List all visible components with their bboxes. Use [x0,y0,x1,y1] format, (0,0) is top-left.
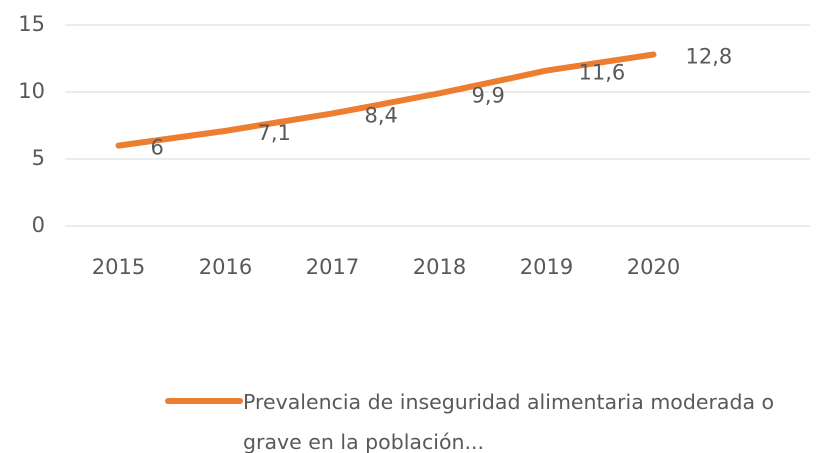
x-tick-label: 2015 [92,255,145,279]
line-series [115,51,657,149]
data-label: 7,1 [258,121,291,145]
data-label: 12,8 [686,44,733,68]
x-tick-label: 2016 [199,255,252,279]
data-label: 11,6 [579,61,626,85]
x-tick-label: 2018 [413,255,466,279]
data-label: 9,9 [472,83,505,107]
legend-label: Prevalencia de inseguridad alimentaria m… [243,390,775,453]
data-label: 6 [151,136,164,160]
y-tick-label: 15 [18,12,45,36]
x-tick-label: 2019 [520,255,573,279]
y-tick-label: 10 [18,79,45,103]
y-tick-label: 5 [32,146,45,170]
x-tick-label: 2017 [306,255,359,279]
data-label: 8,4 [365,103,398,127]
x-tick-label: 2020 [627,255,680,279]
y-tick-label: 0 [32,213,45,237]
